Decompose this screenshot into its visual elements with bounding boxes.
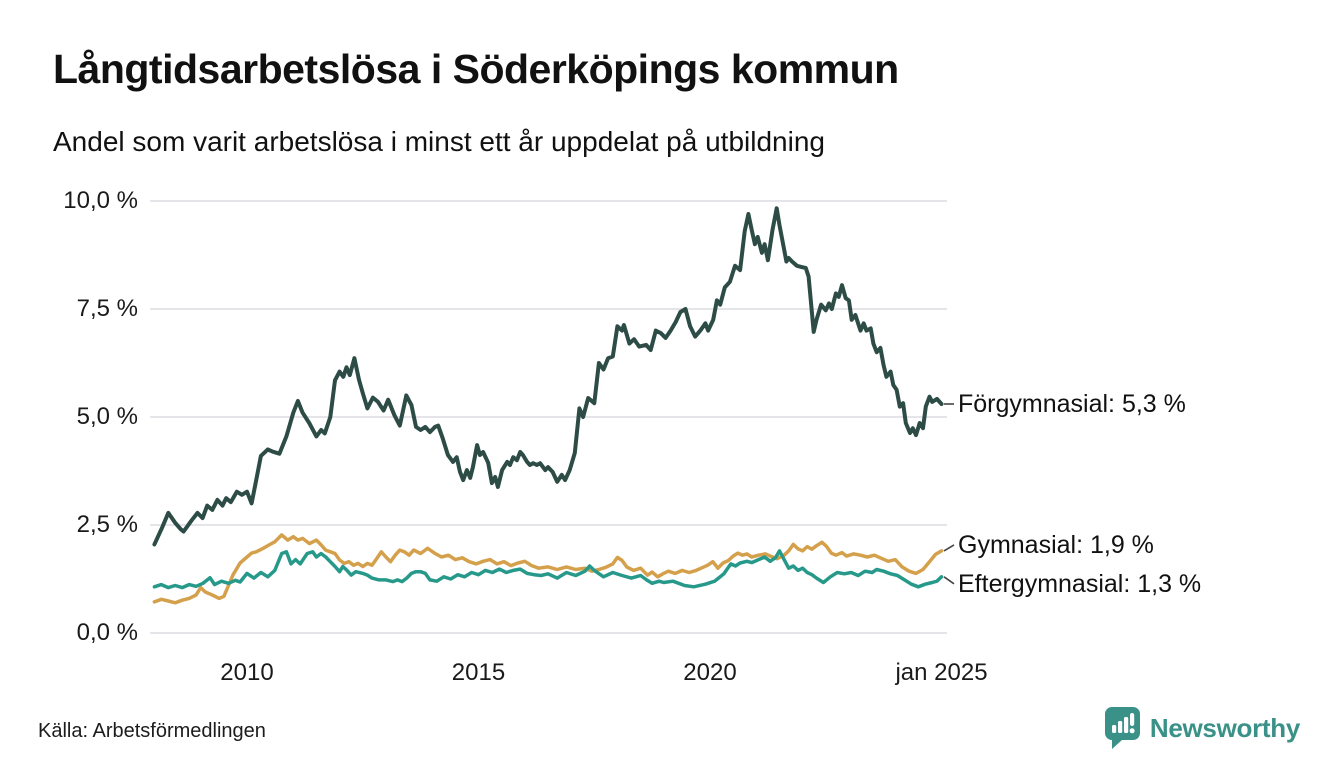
newsworthy-logo-text: Newsworthy — [1149, 712, 1300, 743]
x-tick-label-1: 2015 — [451, 659, 506, 686]
y-tick-label-0: 0,0 % — [76, 619, 138, 646]
series-line-eftergymnasial — [152, 549, 944, 590]
x-tick-label-0: 2010 — [220, 659, 274, 686]
x-tick-label-3: jan 2025 — [895, 659, 988, 686]
series-line-gymnasial — [152, 533, 944, 605]
series-label-gymnasial: Gymnasial: 1,9 % — [958, 530, 1154, 559]
chart-subtitle: Andel som varit arbetslösa i minst ett å… — [53, 126, 825, 157]
x-tick-label-2: 2020 — [683, 659, 737, 686]
y-tick-label-1: 2,5 % — [76, 511, 138, 538]
newsworthy-logo[interactable]: Newsworthy — [1104, 706, 1300, 750]
series-label-förgymnasial: Förgymnasial: 5,3 % — [958, 390, 1186, 419]
series-label-eftergymnasial: Eftergymnasial: 1,3 % — [958, 569, 1202, 598]
label-connector-eftergymnasial — [943, 576, 955, 585]
label-connector-gymnasial — [943, 544, 955, 552]
chart-title: Långtidsarbetslösa i Söderköpings kommun — [53, 46, 899, 92]
newsworthy-logo-icon — [1104, 706, 1141, 750]
source-note: Källa: Arbetsförmedlingen — [38, 720, 266, 742]
y-tick-label-4: 10,0 % — [63, 187, 138, 214]
series-line-förgymnasial — [152, 206, 944, 547]
y-tick-label-3: 7,5 % — [76, 295, 138, 322]
y-tick-label-2: 5,0 % — [76, 403, 138, 430]
